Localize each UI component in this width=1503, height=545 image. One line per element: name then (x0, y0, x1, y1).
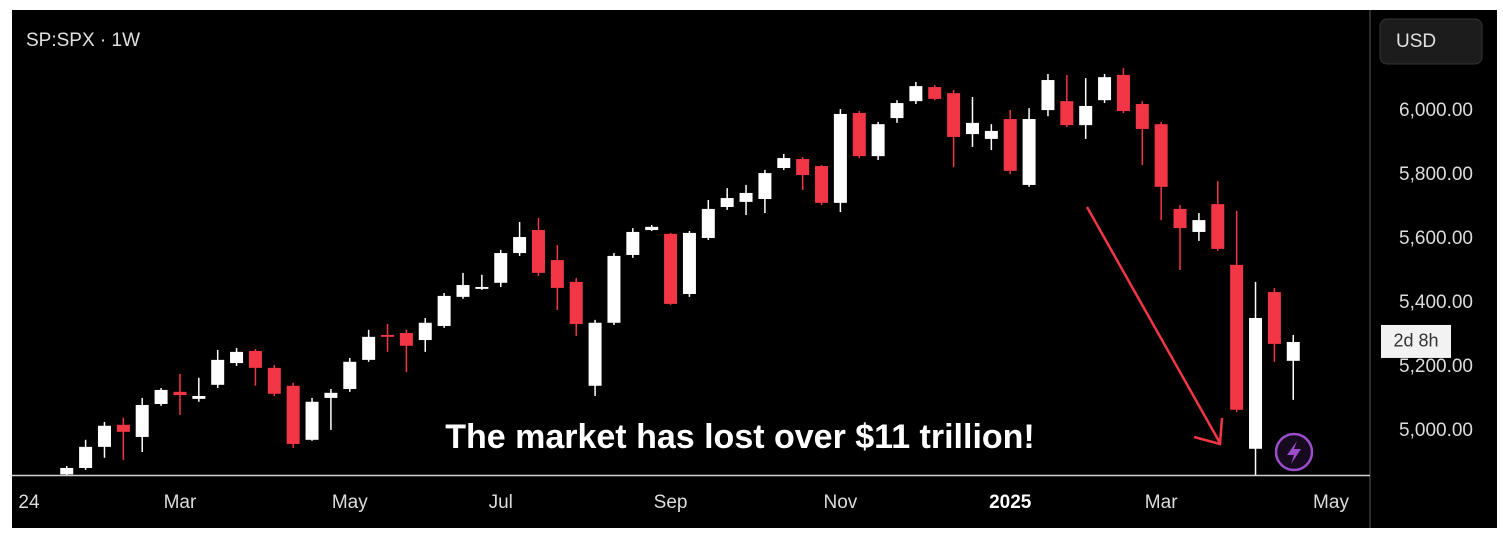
candle-body (984, 130, 998, 139)
candle-body (1060, 101, 1074, 126)
x-tick-label: Sep (654, 492, 688, 513)
y-tick-label: 6,000.00 (1399, 100, 1473, 121)
candle-body (475, 286, 489, 289)
y-tick-label: 5,000.00 (1399, 420, 1473, 441)
candle-body (305, 401, 319, 440)
candle-body (324, 392, 338, 398)
candle-body (116, 424, 130, 432)
candle-body (1211, 204, 1225, 249)
candle-body (550, 260, 564, 288)
x-tick-label: May (332, 492, 368, 513)
candle-body (928, 87, 942, 99)
x-tick-label: Mar (1145, 492, 1178, 513)
candle-body (739, 192, 753, 202)
x-tick-label: Jul (489, 492, 513, 513)
candle-body (815, 166, 829, 203)
candle-body (173, 391, 187, 396)
candle-body (626, 231, 640, 255)
candle-body (701, 208, 715, 239)
countdown-label: 2d 8h (1393, 331, 1438, 351)
candle-body (909, 86, 923, 102)
candle-body (1116, 74, 1130, 112)
y-tick-label: 5,800.00 (1399, 164, 1473, 185)
x-tick-label: 24 (18, 492, 40, 513)
arrow-head (1193, 417, 1224, 446)
candle-body (682, 232, 696, 294)
candle-body (796, 159, 810, 176)
candle-body (569, 281, 583, 325)
candle-body (1267, 292, 1281, 344)
candle-body (531, 230, 545, 273)
annotation: The market has lost over $11 trillion! (445, 418, 1035, 456)
candle-body (248, 350, 262, 368)
candle-body (645, 226, 659, 231)
candle-body (833, 113, 847, 203)
candle-body (871, 124, 885, 157)
candle-body (79, 446, 93, 468)
trend-arrow (1085, 206, 1222, 444)
candle-body (1135, 104, 1149, 129)
candle-body (758, 173, 772, 200)
candle-body (135, 404, 149, 437)
candle-body (399, 333, 413, 346)
y-tick-label: 5,600.00 (1399, 228, 1473, 249)
candle-body (1286, 341, 1300, 361)
lightning-icon[interactable] (1287, 441, 1301, 464)
candle-body (418, 322, 432, 341)
candle-body (1230, 264, 1244, 410)
y-tick-label: 5,200.00 (1399, 356, 1473, 377)
candle-body (97, 425, 111, 447)
candle-body (1192, 220, 1206, 232)
countdown-box (1381, 324, 1451, 358)
currency-label[interactable]: USD (1396, 31, 1436, 52)
candle-body (154, 389, 168, 405)
candle-body (211, 359, 225, 385)
candle-body (437, 295, 451, 326)
candle-body (362, 336, 376, 360)
candle-body (1003, 119, 1017, 171)
candle-body (494, 253, 508, 283)
candle-body (286, 385, 300, 444)
candles (60, 68, 1300, 475)
candle-body (1022, 119, 1036, 185)
candle-body (664, 233, 678, 304)
y-tick-label: 5,400.00 (1399, 292, 1473, 313)
symbol-title: SP:SPX · 1W (26, 30, 140, 51)
candle-body (513, 237, 527, 254)
candle-body (965, 122, 979, 135)
candle-body (1154, 124, 1168, 187)
candle-body (60, 467, 74, 475)
candle-body (1249, 317, 1263, 449)
candle-body (267, 367, 281, 394)
candle-body (1098, 77, 1112, 101)
candle-body (1173, 208, 1187, 229)
candle-body (1041, 80, 1055, 111)
candle-body (890, 103, 904, 119)
candle-body (720, 198, 734, 208)
x-tick-label: May (1313, 492, 1349, 513)
x-tick-label: Nov (823, 492, 857, 513)
candle-body (192, 396, 206, 399)
candle-body (588, 322, 602, 386)
candle-body (456, 285, 470, 297)
candle-body (230, 351, 244, 364)
candle-body (1079, 105, 1093, 126)
candle-body (852, 112, 866, 157)
axes: 5,000.00 5,200.00 5,400.00 5,600.00 5,800.00… (18, 100, 1473, 513)
candle-body (607, 255, 621, 323)
candle-body (947, 93, 961, 137)
x-tick-label: Mar (164, 492, 197, 513)
candle-body (381, 334, 395, 337)
candle-body (777, 158, 791, 168)
x-tick-label: 2025 (989, 492, 1032, 513)
currency-button[interactable] (1379, 18, 1483, 65)
candle-body (343, 361, 357, 389)
